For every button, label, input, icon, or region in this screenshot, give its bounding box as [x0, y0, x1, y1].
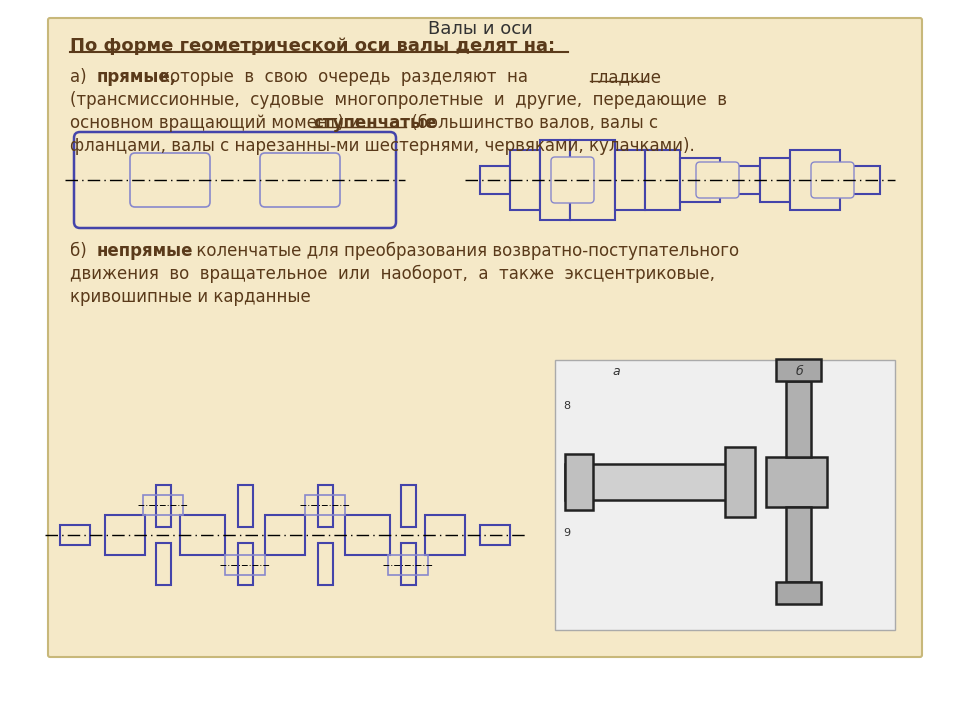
Bar — [510, 150, 540, 210]
Bar — [786, 381, 811, 456]
Bar — [680, 158, 720, 202]
Text: а): а) — [70, 68, 86, 86]
Bar — [180, 515, 225, 555]
Text: гладкие: гладкие — [590, 68, 662, 86]
Bar — [318, 485, 333, 527]
FancyBboxPatch shape — [48, 18, 922, 657]
Text: Валы и оси: Валы и оси — [427, 20, 533, 38]
Text: ступенчатые: ступенчатые — [313, 114, 437, 132]
Bar — [305, 495, 345, 515]
FancyBboxPatch shape — [696, 162, 739, 198]
Text: (трансмиссионные,  судовые  многопролетные  и  другие,  передающие  в: (трансмиссионные, судовые многопролетные… — [70, 91, 727, 109]
FancyBboxPatch shape — [260, 153, 340, 207]
FancyBboxPatch shape — [811, 162, 854, 198]
Bar — [225, 555, 265, 575]
Bar — [400, 485, 416, 527]
Text: движения  во  вращательное  или  наоборот,  а  также  эксцентриковые,: движения во вращательное или наоборот, а… — [70, 265, 715, 283]
Bar — [60, 525, 90, 545]
Text: фланцами, валы с нарезанны-ми шестернями, червяками, кулачками).: фланцами, валы с нарезанны-ми шестернями… — [70, 137, 695, 155]
Bar — [786, 506, 811, 582]
Bar — [265, 515, 305, 555]
Bar — [156, 485, 171, 527]
Text: б): б) — [70, 242, 86, 260]
Text: кривошипные и карданные: кривошипные и карданные — [70, 288, 311, 306]
Text: (большинство валов, валы с: (большинство валов, валы с — [406, 114, 659, 132]
Bar — [540, 140, 570, 220]
Bar — [790, 150, 840, 210]
Bar — [480, 166, 510, 194]
FancyBboxPatch shape — [130, 153, 210, 207]
Bar — [570, 140, 615, 220]
Bar — [400, 543, 416, 585]
Bar — [156, 543, 171, 585]
Bar — [725, 446, 755, 516]
Bar — [238, 543, 253, 585]
Text: - коленчатые для преобразования возвратно-поступательного: - коленчатые для преобразования возвратн… — [180, 242, 739, 260]
Bar — [645, 150, 680, 210]
Bar — [615, 150, 645, 210]
FancyBboxPatch shape — [551, 157, 594, 203]
Bar — [555, 360, 895, 630]
Bar — [238, 485, 253, 527]
Bar — [318, 543, 333, 585]
Text: 8: 8 — [563, 400, 570, 410]
Bar — [766, 456, 827, 506]
Bar — [565, 464, 752, 500]
Bar — [720, 166, 760, 194]
Bar — [565, 454, 593, 510]
Bar — [345, 515, 390, 555]
Text: непрямые: непрямые — [97, 242, 194, 260]
Bar — [480, 525, 510, 545]
Text: прямые,: прямые, — [97, 68, 178, 86]
Bar — [425, 515, 465, 555]
Text: По форме геометрической оси валы делят на:: По форме геометрической оси валы делят н… — [70, 37, 555, 55]
Bar — [105, 515, 145, 555]
FancyBboxPatch shape — [74, 132, 396, 228]
Text: б: б — [796, 365, 804, 378]
Bar — [388, 555, 427, 575]
Bar — [777, 582, 821, 604]
Bar — [777, 359, 821, 381]
Text: основном вращающий момент) и: основном вращающий момент) и — [70, 114, 360, 132]
Text: которые  в  свою  очередь  разделяют  на: которые в свою очередь разделяют на — [160, 68, 528, 86]
Text: 9: 9 — [563, 528, 570, 538]
Bar — [142, 495, 182, 515]
Bar — [840, 166, 880, 194]
Bar — [760, 158, 790, 202]
Text: a: a — [612, 365, 620, 378]
